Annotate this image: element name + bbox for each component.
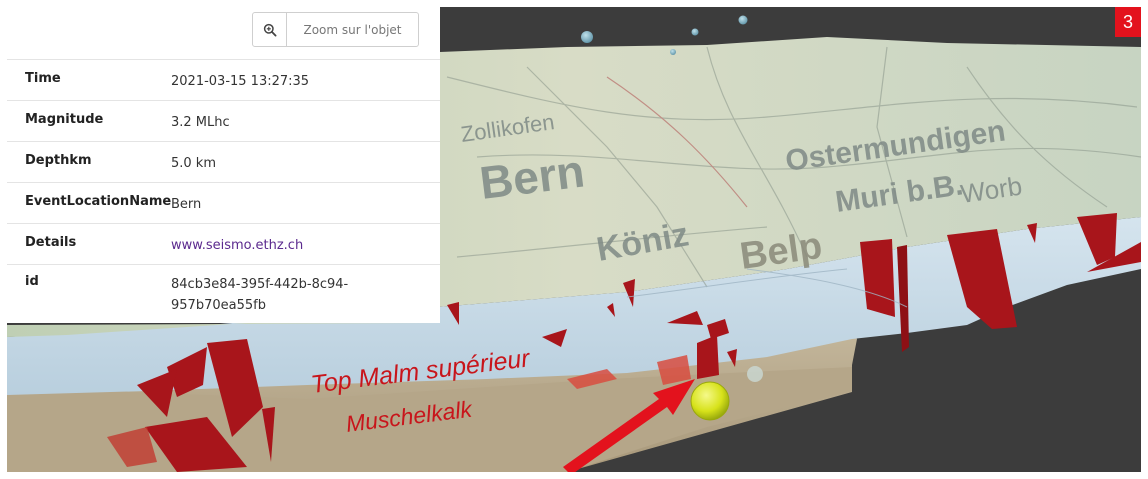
attribute-value: Bern: [171, 197, 202, 212]
attribute-row-magnitude: Magnitude 3.2 MLhc: [7, 100, 440, 141]
map-surface: [7, 37, 1141, 337]
map-road-network: [446, 46, 1141, 288]
selected-earthquake-marker[interactable]: [690, 381, 730, 421]
attribute-row-id: id 84cb3e84-395f-442b-8c94- 957b70ea55fb: [7, 264, 440, 324]
zoom-to-object-button[interactable]: Zoom sur l'objet: [252, 12, 419, 47]
attribute-value: 5.0 km: [171, 156, 216, 171]
attribute-row-event-location-name: EventLocationName Bern: [7, 182, 440, 223]
zoom-to-object-label: Zoom sur l'objet: [303, 22, 402, 37]
malm-layer: [7, 217, 1141, 395]
attribute-value: 3.2 MLhc: [171, 115, 230, 130]
zoom-in-icon: [253, 13, 287, 46]
attribute-key: Magnitude: [25, 112, 104, 127]
attribute-row-depthkm: Depthkm 5.0 km: [7, 141, 440, 182]
attribute-row-details: Details www.seismo.ethz.ch: [7, 223, 440, 264]
feature-info-panel: Zoom sur l'objet Time 2021-03-15 13:27:3…: [7, 7, 440, 323]
attribute-key: Details: [25, 235, 77, 250]
3d-map-viewport[interactable]: Bern Belp Köniz Zollikofen Ostermundigen…: [7, 7, 1141, 472]
attribute-key: Time: [25, 71, 61, 86]
seismic-event-markers: [581, 15, 763, 382]
map-label-bern: Bern: [477, 145, 587, 209]
details-link[interactable]: www.seismo.ethz.ch: [171, 238, 304, 253]
attribute-value: 84cb3e84-395f-442b-8c94- 957b70ea55fb: [171, 277, 349, 313]
attribute-value: 2021-03-15 13:27:35: [171, 74, 310, 89]
fault-planes: [107, 213, 1141, 472]
attribute-key: id: [25, 274, 39, 289]
attribute-value-container: www.seismo.ethz.ch: [163, 235, 431, 256]
3d-geology-scene[interactable]: Bern Belp Köniz Zollikofen Ostermundigen…: [7, 7, 1141, 472]
attribute-key: EventLocationName: [25, 194, 172, 209]
figure-number-badge: 3: [1115, 7, 1141, 37]
attribute-table: Time 2021-03-15 13:27:35 Magnitude 3.2 M…: [7, 59, 440, 324]
attribute-row-time: Time 2021-03-15 13:27:35: [7, 59, 440, 100]
attribute-key: Depthkm: [25, 153, 92, 168]
annotation-arrow: [563, 379, 695, 472]
